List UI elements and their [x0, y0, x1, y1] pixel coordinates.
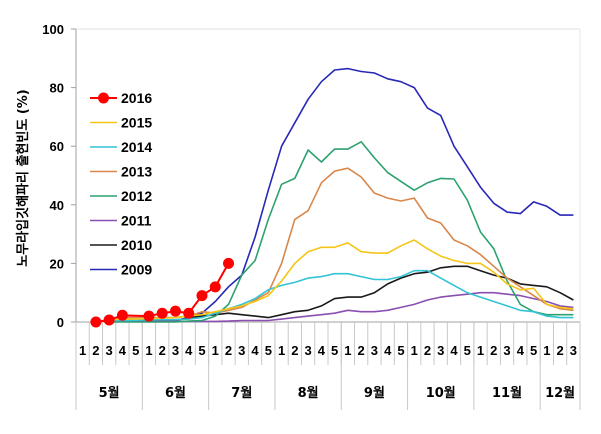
x-tick-label: 1	[477, 343, 484, 358]
series-layer	[90, 67, 574, 328]
x-tick-label: 5	[265, 343, 272, 358]
y-tick-label: 0	[57, 315, 64, 330]
legend-label: 2013	[121, 164, 152, 180]
y-tick-label: 60	[50, 139, 64, 154]
data-point-2016	[223, 257, 235, 269]
month-label: 12월	[545, 385, 575, 401]
y-axis: 0 20 40 60 80 100	[42, 22, 580, 330]
data-point-2016	[90, 316, 102, 328]
data-point-2016	[103, 314, 115, 326]
x-tick-label: 3	[238, 343, 245, 358]
x-tick-label: 5	[331, 343, 338, 358]
x-tick-label: 3	[570, 343, 577, 358]
series-2014	[109, 269, 574, 322]
legend-marker	[98, 92, 109, 104]
x-tick-label: 1	[278, 343, 285, 358]
x-tick-label: 2	[556, 343, 563, 358]
x-axis: 1 2 3 4 5 1 2 3 4 5 1 2 3 4 5 1 2 3 4 5 1 2 3 4 5 1 2 3 4 5 1 2 3 4 5 1 2 35월…	[75, 29, 581, 410]
legend-item-2011: 2011	[90, 213, 152, 229]
series-2016	[90, 257, 235, 328]
x-tick-label: 3	[437, 343, 444, 358]
series-line-2013	[109, 167, 574, 320]
x-tick-label: 2	[291, 343, 298, 358]
legend-label: 2012	[121, 188, 152, 204]
month-label: 5월	[99, 385, 120, 401]
series-2012	[109, 141, 574, 323]
x-tick-label: 3	[371, 343, 378, 358]
data-point-2016	[196, 290, 208, 302]
legend-item-2009: 2009	[90, 262, 152, 278]
month-label: 11월	[492, 385, 522, 401]
data-point-2016	[183, 307, 195, 319]
legend-label: 2016	[121, 90, 152, 106]
x-tick-label: 5	[198, 343, 205, 358]
legend-item-2015: 2015	[90, 115, 152, 131]
series-line-2012	[109, 141, 574, 323]
x-tick-label: 2	[490, 343, 497, 358]
legend-label: 2014	[121, 139, 152, 155]
x-tick-label: 1	[543, 343, 550, 358]
legend-item-2012: 2012	[90, 188, 152, 204]
series-line-2016	[95, 262, 230, 323]
x-tick-label: 4	[450, 343, 458, 358]
x-tick-label: 1	[411, 343, 418, 358]
legend-item-2010: 2010	[90, 237, 152, 253]
x-tick-label: 5	[397, 343, 404, 358]
data-point-2016	[156, 307, 168, 319]
x-tick-label: 1	[344, 343, 351, 358]
x-tick-label: 5	[132, 343, 139, 358]
y-tick-label: 100	[42, 22, 64, 37]
legend-label: 2010	[121, 237, 152, 253]
series-line-2014	[109, 269, 574, 322]
data-point-2016	[143, 310, 155, 322]
legend-item-2014: 2014	[90, 139, 152, 155]
x-tick-label: 1	[145, 343, 152, 358]
x-tick-label: 4	[384, 343, 392, 358]
x-tick-label: 5	[464, 343, 471, 358]
x-tick-label: 4	[517, 343, 525, 358]
x-tick-label: 2	[424, 343, 431, 358]
x-tick-label: 3	[106, 343, 113, 358]
data-point-2016	[116, 309, 128, 321]
month-label: 6월	[165, 385, 186, 401]
x-tick-label: 2	[159, 343, 166, 358]
y-tick-label: 40	[50, 198, 64, 213]
x-tick-label: 2	[92, 343, 99, 358]
series-line-2009	[109, 67, 574, 322]
y-tick-label: 20	[50, 256, 64, 271]
x-tick-label: 3	[503, 343, 510, 358]
legend-label: 2011	[121, 213, 152, 229]
x-tick-label: 4	[251, 343, 259, 358]
month-label: 9월	[364, 385, 385, 401]
y-tick-label: 80	[50, 81, 64, 96]
legend-item-2013: 2013	[90, 164, 152, 180]
series-2009	[109, 67, 574, 322]
month-label: 7월	[231, 385, 252, 401]
x-tick-label: 1	[79, 343, 86, 358]
x-tick-label: 5	[530, 343, 537, 358]
y-axis-label: 노무라입깃해파리 출현빈도 (%)	[15, 89, 31, 266]
month-label: 10월	[426, 385, 456, 401]
data-point-2016	[209, 281, 221, 293]
x-tick-label: 2	[358, 343, 365, 358]
legend-label: 2015	[121, 115, 152, 131]
x-tick-label: 3	[172, 343, 179, 358]
x-tick-label: 4	[119, 343, 127, 358]
x-tick-label: 1	[212, 343, 219, 358]
x-tick-label: 4	[318, 343, 326, 358]
legend-label: 2009	[121, 262, 152, 278]
legend: 2016 2015 2014 2013 2012 2011 2010 2009	[90, 90, 152, 278]
month-label: 8월	[298, 385, 319, 401]
legend-item-2016: 2016	[90, 90, 152, 106]
x-tick-label: 4	[185, 343, 193, 358]
x-tick-label: 2	[225, 343, 232, 358]
x-tick-label: 3	[304, 343, 311, 358]
data-point-2016	[169, 305, 181, 317]
series-2013	[109, 167, 574, 320]
